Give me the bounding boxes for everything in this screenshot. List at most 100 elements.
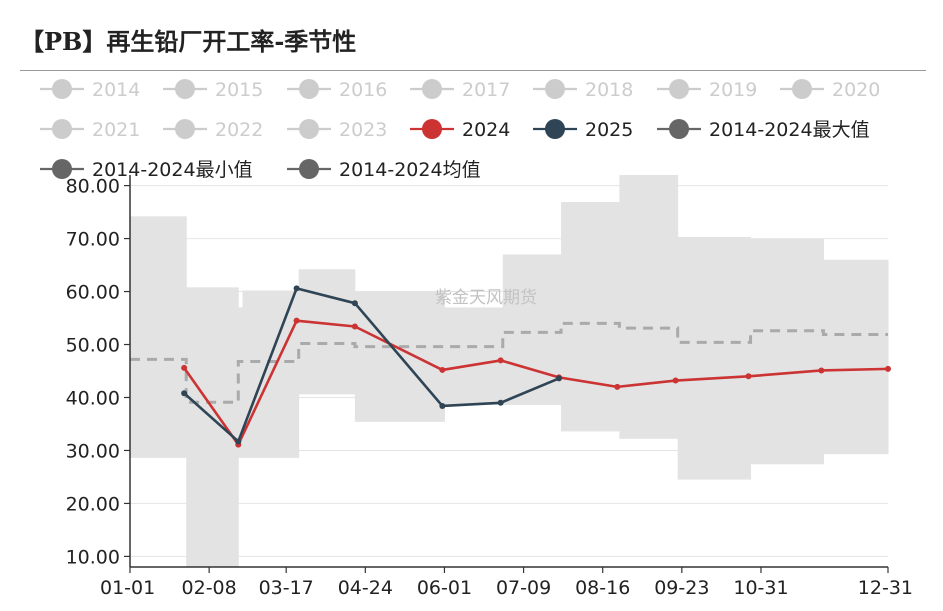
- legend-label: 2016: [339, 79, 387, 101]
- x-tick-label: 12-31: [858, 577, 913, 599]
- legend-marker-icon: [422, 79, 442, 99]
- y-tick-label: 20.00: [66, 493, 120, 515]
- data-point-2024: [818, 367, 825, 374]
- data-point-2024: [614, 383, 621, 390]
- data-point-2024: [745, 373, 752, 380]
- series-line-2024: [183, 319, 889, 446]
- legend-marker-icon: [669, 79, 689, 99]
- y-tick-label: 10.00: [66, 546, 120, 568]
- legend-marker-icon: [52, 159, 72, 179]
- data-point-2025: [235, 438, 242, 445]
- range-band-segment: [238, 307, 243, 458]
- legend-item[interactable]: 2024: [410, 119, 510, 141]
- legend-marker-icon: [175, 119, 195, 139]
- legend-item[interactable]: 2025: [533, 119, 633, 141]
- legend-marker-icon: [52, 119, 72, 139]
- x-tick-label: 08-16: [575, 577, 630, 599]
- y-tick-label: 60.00: [66, 282, 120, 304]
- legend-label: 2018: [585, 79, 633, 101]
- mean-step-line: [130, 321, 888, 404]
- data-point-2025: [555, 375, 562, 382]
- x-tick-label: 09-23: [654, 577, 709, 599]
- legend-item[interactable]: 2023: [287, 119, 387, 141]
- legend-item[interactable]: 2017: [410, 79, 510, 101]
- legend-label: 2014-2024最大值: [709, 119, 870, 141]
- data-point-2024: [439, 366, 446, 373]
- range-band-segment: [502, 254, 562, 405]
- series-lines: [181, 285, 891, 448]
- legend-label: 2019: [709, 79, 757, 101]
- legend-label: 2017: [462, 79, 510, 101]
- y-tick-label: 70.00: [66, 229, 120, 251]
- range-band-segment: [619, 175, 679, 439]
- legend-item[interactable]: 2014-2024最大值: [657, 119, 870, 141]
- legend-item[interactable]: 2015: [163, 79, 263, 101]
- legend-item[interactable]: 2021: [40, 119, 140, 141]
- legend-label: 2015: [215, 79, 263, 101]
- legend-marker-icon: [422, 119, 442, 139]
- legend-marker-icon: [545, 79, 565, 99]
- legend-item[interactable]: 2014: [40, 79, 140, 101]
- range-band-segment: [186, 287, 239, 567]
- data-point-2024: [497, 357, 504, 364]
- range-band-segment: [444, 307, 504, 405]
- legend-item[interactable]: 2014-2024均值: [287, 159, 481, 181]
- legend-label: 2021: [92, 119, 140, 141]
- y-tick-label: 30.00: [66, 440, 120, 462]
- legend-label: 2014: [92, 79, 140, 101]
- range-band-segment: [298, 269, 356, 395]
- legend-label: 2014-2024最小值: [92, 159, 253, 181]
- x-tick-label: 02-08: [182, 577, 237, 599]
- data-point-2025: [439, 402, 446, 409]
- y-tick-label: 50.00: [66, 335, 120, 357]
- title-divider: [20, 70, 926, 71]
- data-point-2024: [672, 377, 679, 384]
- range-band-segment: [130, 216, 187, 458]
- data-point-2024: [293, 317, 300, 324]
- x-tick-label: 07-09: [496, 577, 551, 599]
- y-tick-label: 40.00: [66, 387, 120, 409]
- legend-item[interactable]: 2016: [287, 79, 387, 101]
- legend-marker-icon: [299, 119, 319, 139]
- legend[interactable]: 2014 2015 2016 2017 2018 2019 2020 2021 2022 2023…: [40, 79, 880, 181]
- legend-marker-icon: [299, 79, 319, 99]
- data-point-2024: [181, 364, 188, 371]
- x-tick-label: 04-24: [338, 577, 393, 599]
- min-max-range-band: [130, 175, 889, 567]
- range-band-segment: [750, 238, 824, 465]
- legend-marker-icon: [299, 159, 319, 179]
- data-point-2025: [497, 399, 504, 406]
- legend-label: 2025: [585, 119, 633, 141]
- y-tick-label: 80.00: [66, 176, 120, 198]
- legend-item[interactable]: 2018: [533, 79, 633, 101]
- legend-label: 2014-2024均值: [339, 159, 481, 181]
- legend-marker-icon: [545, 119, 565, 139]
- x-tick-label: 01-01: [100, 577, 155, 599]
- x-tick-label: 10-31: [733, 577, 788, 599]
- data-point-2025: [181, 390, 188, 397]
- data-point-2025: [351, 300, 358, 307]
- watermark: 紫金天风期货: [435, 288, 537, 308]
- legend-label: 2023: [339, 119, 387, 141]
- data-point-2025: [293, 285, 300, 292]
- data-point-2024: [351, 323, 358, 330]
- legend-item[interactable]: 2019: [657, 79, 757, 101]
- legend-marker-icon: [175, 79, 195, 99]
- legend-item[interactable]: 2022: [163, 119, 263, 141]
- legend-item[interactable]: 2014-2024最小值: [40, 159, 253, 181]
- legend-marker-icon: [52, 79, 72, 99]
- mean-line: [130, 321, 888, 404]
- range-band-segment: [677, 236, 752, 480]
- legend-item[interactable]: 2020: [780, 79, 880, 101]
- chart-title: 【PB】再生铅厂开工率-季节性: [20, 27, 357, 56]
- legend-label: 2022: [215, 119, 263, 141]
- legend-label: 2024: [462, 119, 510, 141]
- legend-marker-icon: [669, 119, 689, 139]
- legend-marker-icon: [792, 79, 812, 99]
- range-band-segment: [561, 202, 620, 432]
- data-point-2024: [885, 365, 891, 372]
- legend-label: 2020: [832, 79, 880, 101]
- axes: 10.00 20.00 30.00 40.00 50.00 60.00 70.00 80.00…: [66, 175, 913, 599]
- x-tick-label: 06-01: [417, 577, 472, 599]
